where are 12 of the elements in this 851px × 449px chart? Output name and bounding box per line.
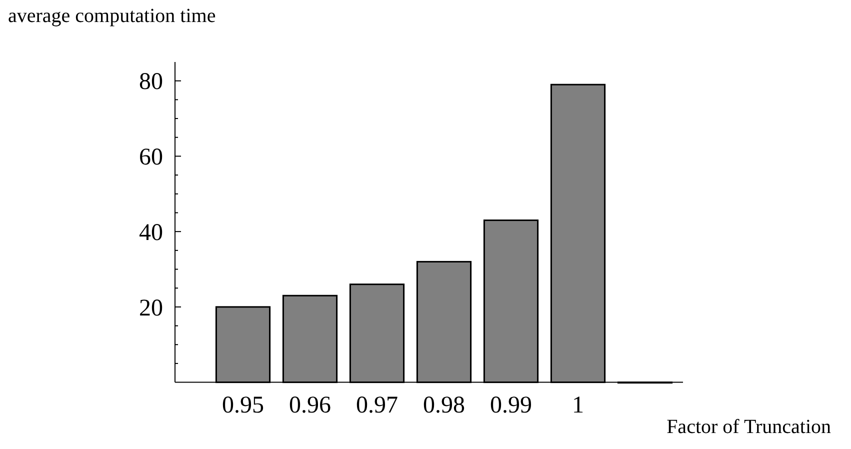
x-axis-title: Factor of Truncation — [666, 416, 831, 438]
x-tick-label: 1 — [572, 392, 584, 418]
y-tick-label: 20 — [139, 295, 163, 322]
y-tick-label: 80 — [139, 69, 163, 96]
y-tick-label: 40 — [139, 220, 163, 246]
y-tick-label: 60 — [139, 144, 163, 171]
x-tick-label: 0.97 — [356, 392, 398, 418]
x-tick-label: 0.96 — [289, 392, 331, 418]
x-tick-label: 0.95 — [222, 392, 264, 418]
y-axis-title: average computation time — [8, 5, 216, 27]
x-tick-label: 0.98 — [423, 392, 465, 418]
x-tick-label: 0.99 — [490, 392, 532, 418]
